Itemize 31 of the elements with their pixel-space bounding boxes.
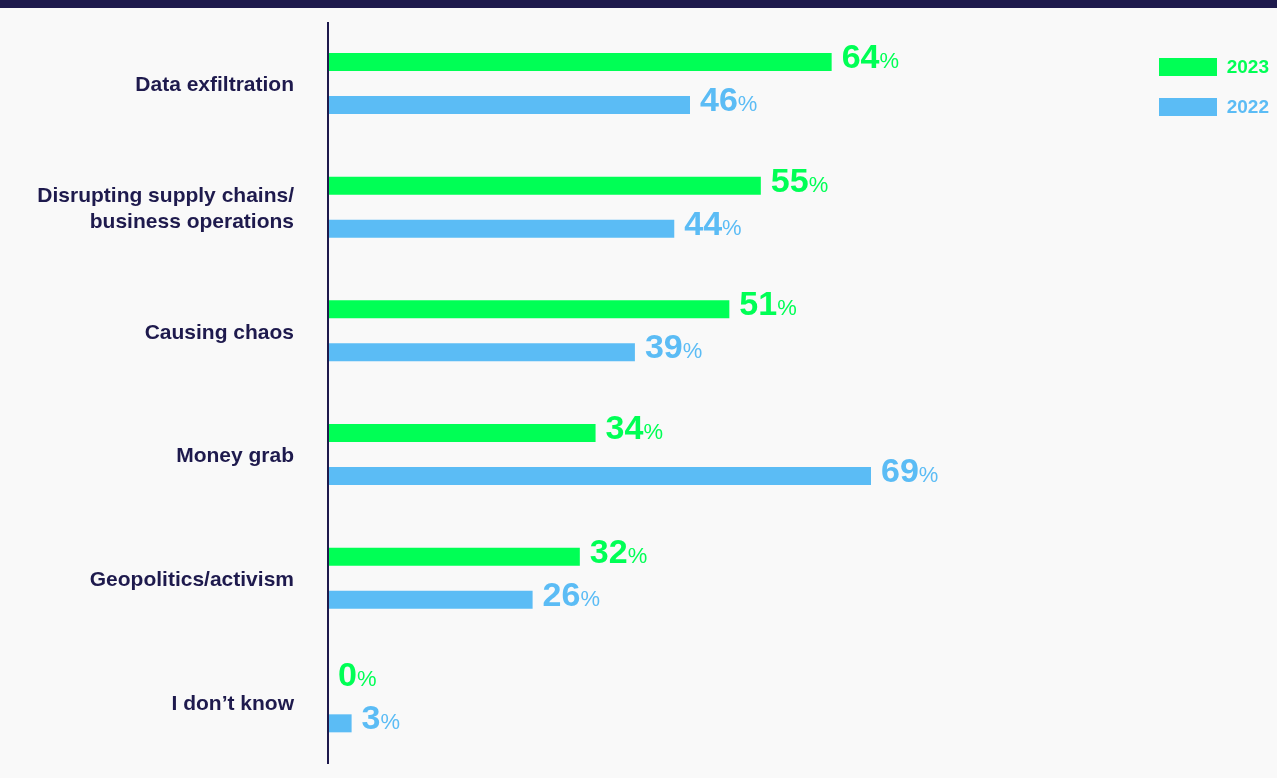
bar xyxy=(328,714,352,733)
bar xyxy=(328,219,675,238)
y-tick-label: Geopolitics/activism xyxy=(89,566,294,590)
data-label: 69% xyxy=(881,450,939,489)
legend-label: 2023 xyxy=(1226,56,1269,78)
legend-label: 2022 xyxy=(1226,96,1269,118)
y-tick-label: Causing chaos xyxy=(144,319,294,343)
data-label: 44% xyxy=(684,203,742,242)
bar xyxy=(328,300,730,319)
bar xyxy=(328,96,690,114)
bar xyxy=(328,467,871,485)
data-label: 51% xyxy=(739,284,797,323)
bar xyxy=(328,343,635,362)
data-label: 64% xyxy=(841,36,900,75)
y-tick-label: Disrupting supply chains/ business operations xyxy=(37,182,295,232)
bar xyxy=(328,176,761,195)
data-label: 39% xyxy=(644,327,703,366)
y-tick-label: I don’t know xyxy=(171,690,295,714)
bar xyxy=(328,590,533,609)
bar xyxy=(328,424,596,442)
data-label: 46% xyxy=(700,79,758,118)
data-label: 26% xyxy=(542,574,600,613)
data-label: 3% xyxy=(361,698,401,737)
data-label: 0% xyxy=(338,655,377,694)
y-tick-label: Data exfiltration xyxy=(135,72,294,96)
bar xyxy=(328,547,580,566)
bar xyxy=(328,53,832,71)
y-tick-label: Money grab xyxy=(176,443,294,467)
data-label: 32% xyxy=(589,531,648,570)
data-label: 55% xyxy=(770,160,829,199)
data-label: 34% xyxy=(605,407,663,446)
